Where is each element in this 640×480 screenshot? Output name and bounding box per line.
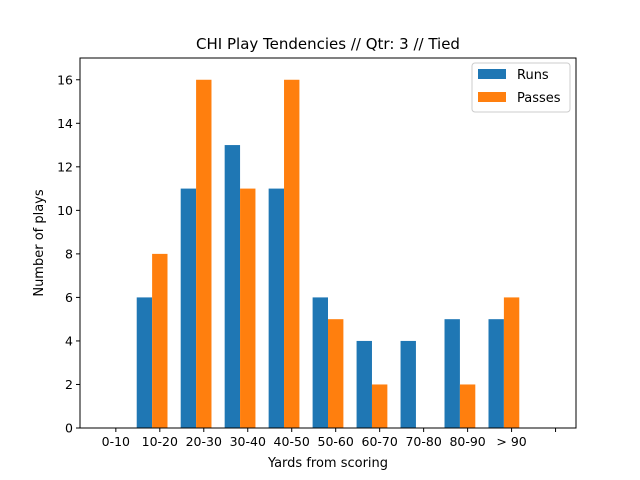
bar-runs-10-20 bbox=[136, 297, 153, 428]
bar-runs-90 bbox=[488, 319, 504, 428]
bar-runs-60-70 bbox=[356, 340, 372, 428]
x-tick-label: 70-80 bbox=[405, 434, 441, 449]
x-tick-label: 50-60 bbox=[318, 434, 354, 449]
bar-passes-30-40 bbox=[240, 188, 256, 428]
x-tick-label: 30-40 bbox=[230, 434, 266, 449]
x-tick-label: 80-90 bbox=[449, 434, 485, 449]
bar-passes-40-50 bbox=[284, 79, 300, 428]
y-tick-label: 10 bbox=[57, 203, 73, 218]
x-tick-label: 40-50 bbox=[274, 434, 310, 449]
x-tick-label: 60-70 bbox=[362, 434, 398, 449]
bar-passes-80-90 bbox=[459, 384, 476, 428]
bar-runs-50-60 bbox=[312, 297, 328, 428]
x-tick-label: 0-10 bbox=[102, 434, 130, 449]
y-axis-ticks: 0 2 4 6 8 10 12 14 16 bbox=[57, 72, 80, 436]
legend-swatch-runs bbox=[478, 69, 506, 79]
bar-runs-20-30 bbox=[180, 188, 197, 428]
y-axis-label: Number of plays bbox=[32, 189, 47, 297]
x-axis-ticks: 0-10 10-20 20-30 30-40 40-50 50-60 60-70 70-80 8… bbox=[102, 428, 557, 449]
y-tick-label: 4 bbox=[65, 333, 73, 348]
bar-runs-40-50 bbox=[268, 188, 285, 428]
y-tick-label: 6 bbox=[65, 290, 73, 305]
plot-frame bbox=[79, 57, 577, 429]
bar-passes-90 bbox=[503, 297, 520, 428]
bars-group bbox=[136, 79, 520, 428]
y-tick-label: 14 bbox=[57, 116, 73, 131]
y-tick-label: 0 bbox=[65, 421, 73, 436]
legend-label-runs: Runs bbox=[517, 68, 549, 83]
legend-swatch-passes bbox=[478, 92, 506, 102]
x-tick-label: 10-20 bbox=[142, 434, 178, 449]
y-tick-label: 8 bbox=[65, 246, 73, 261]
y-tick-label: 2 bbox=[65, 377, 73, 392]
bar-passes-10-20 bbox=[152, 253, 168, 428]
bar-passes-50-60 bbox=[328, 319, 344, 428]
bar-passes-20-30 bbox=[196, 79, 212, 428]
x-axis-label: Yards from scoring bbox=[267, 456, 388, 471]
y-tick-label: 12 bbox=[57, 159, 73, 174]
x-tick-label: 20-30 bbox=[186, 434, 222, 449]
x-tick-label: > 90 bbox=[496, 434, 526, 449]
chart-title: CHI Play Tendencies // Qtr: 3 // Tied bbox=[196, 35, 460, 53]
bar-passes-60-70 bbox=[371, 384, 388, 428]
y-tick-label: 16 bbox=[57, 72, 73, 87]
legend: Runs Passes bbox=[471, 62, 571, 113]
bar-runs-30-40 bbox=[224, 145, 241, 428]
bar-runs-70-80 bbox=[400, 340, 416, 428]
bar-runs-80-90 bbox=[444, 319, 460, 428]
legend-label-passes: Passes bbox=[517, 91, 561, 106]
